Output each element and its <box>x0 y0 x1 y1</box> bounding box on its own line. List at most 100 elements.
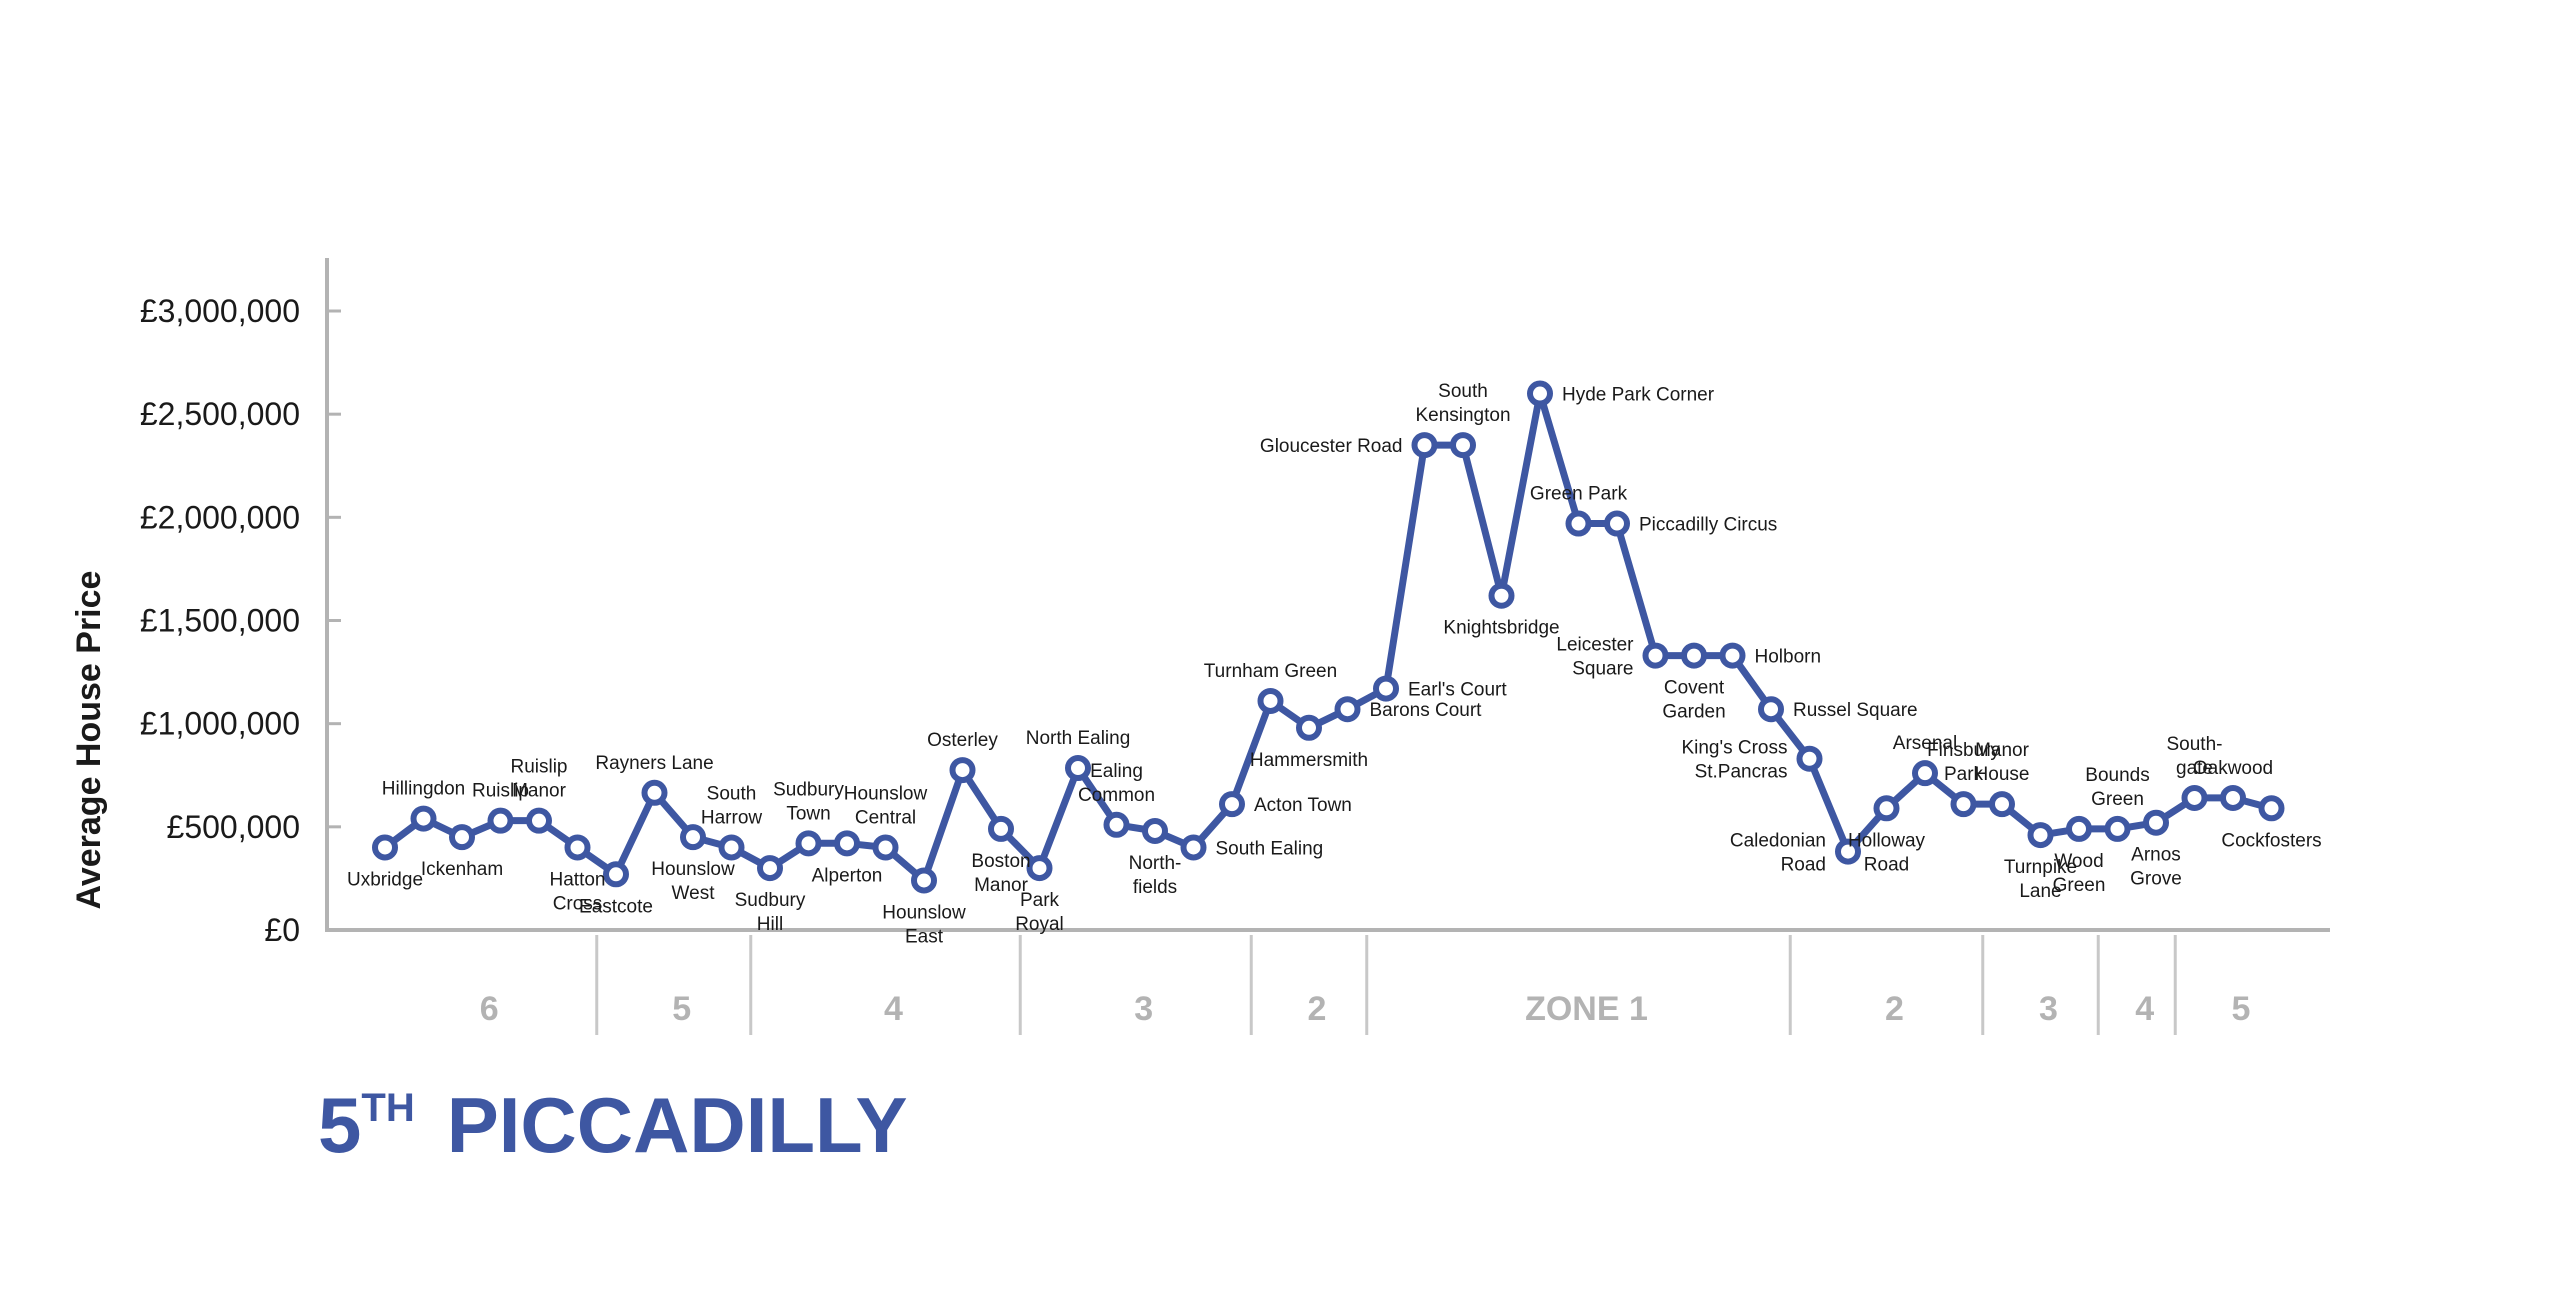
station-label-line: Oakwood <box>2193 758 2273 779</box>
zone-label: 4 <box>884 990 903 1028</box>
station-label: Covent Garden <box>1662 678 1725 723</box>
station-label-line: North Ealing <box>1026 728 1131 749</box>
station-label-line: Boston <box>971 851 1030 872</box>
station-label: North-fields <box>1129 853 1182 898</box>
station-label-line: Central <box>855 807 916 828</box>
station-marker <box>1681 642 1707 669</box>
y-ticks: £0 £500,000 £1,000,000 £1,500,000 £2,000,000… <box>140 293 341 948</box>
zone-label: 2 <box>1308 990 1327 1028</box>
station-label-line: Covent <box>1664 678 1725 699</box>
station-label-line: Manor <box>1975 740 2030 761</box>
station-label: Hammersmith <box>1250 750 1368 771</box>
station-marker <box>1989 791 2015 818</box>
station-marker <box>718 834 745 861</box>
station-marker <box>1411 432 1438 459</box>
station-label: Ealing Common <box>1078 761 1155 806</box>
station-label-line: Leicester <box>1556 635 1634 656</box>
station-label-line: Rayners Lane <box>595 753 713 774</box>
station-marker <box>834 830 860 857</box>
station-marker <box>487 807 514 834</box>
station-label: South-gate <box>2167 734 2223 779</box>
station-marker <box>1450 432 1476 459</box>
station-label-line: Russel Square <box>1793 700 1918 721</box>
zone-bands: 6 5 4 3 2 ZONE 1 2 3 4 5 <box>480 935 2250 1035</box>
station-marker <box>988 815 1014 842</box>
station-label-line: Hatton <box>550 869 606 890</box>
station-marker <box>1180 834 1207 861</box>
station-label-line: Park <box>1944 764 1984 785</box>
y-axis-label: Average House Price <box>70 571 108 910</box>
station-marker <box>641 779 668 806</box>
station-label-line: St.Pancras <box>1695 762 1788 783</box>
station-marker <box>1873 795 1900 822</box>
line-rank-suffix: TH <box>361 1086 415 1130</box>
station-label: Boston Manor <box>971 851 1030 896</box>
zone-label: 4 <box>2135 990 2154 1028</box>
station-label-line: Holborn <box>1755 647 1822 668</box>
station-label: Leicester Square <box>1556 635 1634 680</box>
station-label-line: Manor <box>512 781 567 802</box>
station-label-line: Cockfosters <box>2221 830 2321 851</box>
station-label-line: Holloway <box>1848 830 1926 851</box>
station-label-line: Town <box>786 803 830 824</box>
station-marker <box>1565 510 1592 537</box>
station-label-line: Harrow <box>701 807 763 828</box>
piccadilly-series <box>372 380 2285 894</box>
station-label: Sudbury Town <box>773 779 844 824</box>
station-marker <box>2143 809 2169 836</box>
station-label-line: Common <box>1078 785 1155 806</box>
station-label: Wood Green <box>2053 851 2106 896</box>
station-label-line: Turnham Green <box>1204 661 1337 682</box>
station-label-line: Hounslow <box>844 783 928 804</box>
station-label: Finsbury Park <box>1927 740 2000 785</box>
station-label: Park Royal <box>1015 890 1064 935</box>
station-label-line: Road <box>1864 854 1909 875</box>
station-marker <box>372 834 398 861</box>
y-tick-label: £500,000 <box>167 809 300 845</box>
station-marker <box>1373 675 1399 702</box>
station-label: Hounslow Central <box>844 783 928 828</box>
station-marker <box>1296 714 1322 741</box>
station-marker <box>1642 642 1669 669</box>
station-label: Piccadilly Circus <box>1639 515 1777 536</box>
station-label-line: Garden <box>1662 702 1725 723</box>
station-marker <box>2181 784 2208 811</box>
station-label-line: Piccadilly Circus <box>1639 515 1777 536</box>
station-label-line: Hyde Park Corner <box>1562 385 1715 406</box>
station-label-line: Kensington <box>1415 405 1510 426</box>
station-label: Holborn <box>1755 647 1822 668</box>
station-label: Sudbury Hill <box>735 890 806 935</box>
station-label: King's Cross St.Pancras <box>1681 738 1787 783</box>
station-label-line: Knightsbridge <box>1443 618 1559 639</box>
station-label-line: Green Park <box>1530 484 1628 505</box>
station-label: Hounslow West <box>651 859 735 904</box>
station-label-line: Green <box>2091 789 2144 810</box>
station-marker <box>410 805 437 832</box>
zone-label: 3 <box>2039 990 2058 1028</box>
station-label: Eastcote <box>579 896 653 917</box>
zone-label: 3 <box>1134 990 1153 1028</box>
station-marker <box>526 807 552 834</box>
station-label: Turnham Green <box>1204 661 1337 682</box>
station-label-line: Caledonian <box>1730 831 1826 852</box>
station-label: Knightsbridge <box>1443 618 1559 639</box>
station-label-line: Finsbury <box>1927 740 2000 761</box>
station-marker <box>949 757 976 784</box>
station-label: Oakwood <box>2193 758 2273 779</box>
station-label: Arsenal <box>1893 733 1957 754</box>
station-label: Manor House <box>1975 740 2030 785</box>
y-tick-label: £2,500,000 <box>140 396 300 432</box>
station-label-line: South Ealing <box>1216 838 1324 859</box>
station-label-line: Barons Court <box>1370 700 1483 721</box>
station-marker <box>1488 582 1515 609</box>
station-label-line: Ruislip <box>510 757 567 778</box>
station-marker <box>680 824 706 851</box>
station-label-line: Ruislip <box>472 781 529 802</box>
station-label-line: Earl's Court <box>1408 680 1507 701</box>
station-label-line: Ickenham <box>421 859 503 880</box>
station-label-line: House <box>1975 764 2030 785</box>
station-marker <box>2027 822 2054 849</box>
station-label: Holloway Road <box>1848 830 1926 875</box>
station-label: Bounds Green <box>2085 765 2149 810</box>
station-label-line: Osterley <box>927 730 998 751</box>
